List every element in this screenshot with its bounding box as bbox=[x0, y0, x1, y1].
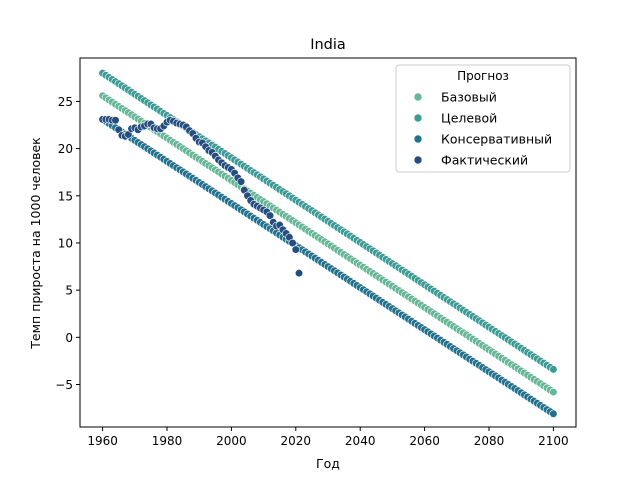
point-actual bbox=[236, 177, 246, 186]
y-tick-label: 10 bbox=[58, 236, 73, 250]
legend: Прогноз Базовый Целевой Консервативный Факт… bbox=[395, 64, 571, 173]
y-tick-label: 5 bbox=[65, 284, 73, 298]
chart-title: India bbox=[310, 37, 346, 53]
point-actual bbox=[111, 116, 120, 125]
y-axis: −5 0 5 10 15 20 25 bbox=[55, 95, 80, 392]
point-actual bbox=[294, 269, 304, 278]
data-points bbox=[98, 68, 558, 418]
x-tick-label: 2080 bbox=[474, 434, 505, 448]
y-tick-label: 15 bbox=[58, 189, 73, 203]
x-tick-label: 1960 bbox=[87, 434, 118, 448]
legend-label-actual: Фактический bbox=[441, 153, 528, 168]
x-tick-label: 2060 bbox=[409, 434, 440, 448]
y-tick-label: 20 bbox=[58, 142, 73, 156]
x-tick-label: 2100 bbox=[538, 434, 569, 448]
legend-box bbox=[395, 64, 571, 173]
series-target bbox=[98, 68, 558, 374]
x-tick-label: 2020 bbox=[281, 434, 312, 448]
series-actual bbox=[98, 115, 304, 278]
point-actual bbox=[291, 245, 300, 254]
x-tick-label: 2000 bbox=[216, 434, 247, 448]
y-tick-label: 0 bbox=[65, 331, 73, 345]
y-tick-label: −5 bbox=[55, 378, 73, 392]
x-tick-label: 1980 bbox=[152, 434, 183, 448]
legend-label-target: Целевой bbox=[441, 111, 497, 126]
x-axis-label: Год bbox=[316, 456, 340, 471]
point-conservative bbox=[549, 409, 558, 418]
x-tick-label: 2040 bbox=[345, 434, 376, 448]
y-axis-label: Темп прироста на 1000 человек bbox=[28, 137, 43, 350]
legend-marker-actual bbox=[413, 155, 423, 165]
legend-label-base: Базовый bbox=[441, 90, 497, 105]
x-axis: 1960 1980 2000 2020 2040 2060 2080 2100 bbox=[87, 427, 569, 448]
point-actual bbox=[265, 211, 275, 220]
legend-title: Прогноз bbox=[457, 69, 509, 83]
point-target bbox=[549, 365, 558, 374]
legend-marker-conservative bbox=[413, 134, 423, 144]
legend-marker-target bbox=[413, 113, 423, 123]
point-base bbox=[549, 387, 558, 397]
legend-marker-base bbox=[413, 92, 423, 102]
point-actual bbox=[288, 238, 297, 248]
y-tick-label: 25 bbox=[58, 95, 73, 109]
legend-label-conservative: Консервативный bbox=[441, 132, 552, 147]
series-conservative bbox=[98, 115, 558, 418]
